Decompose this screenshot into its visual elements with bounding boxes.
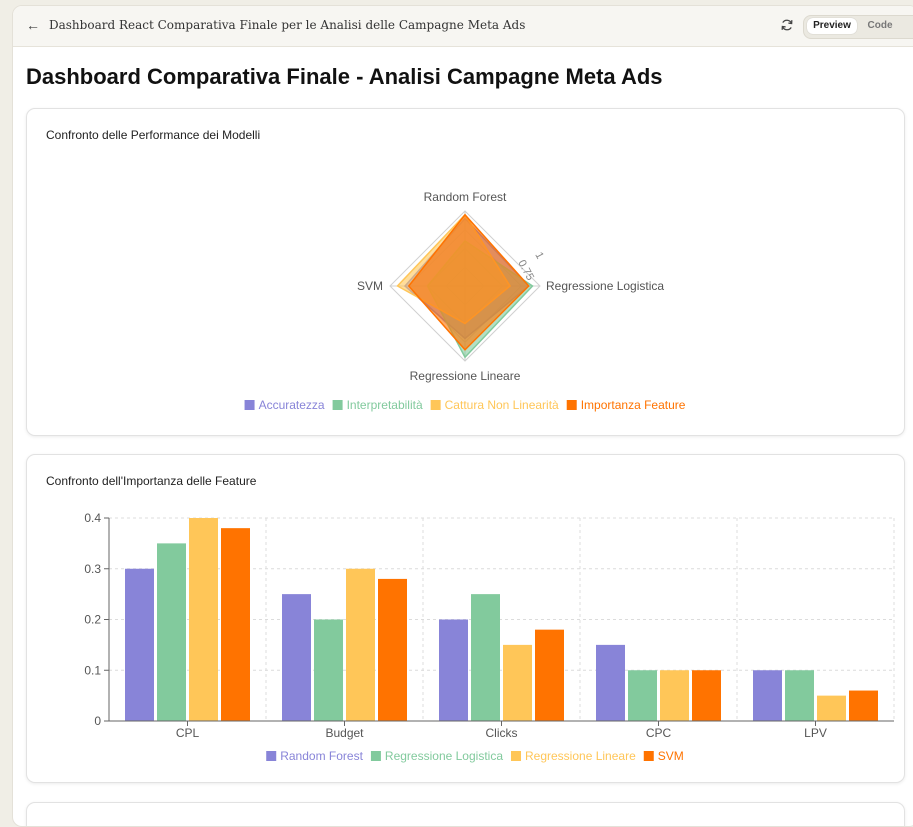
bar-lpv-svm bbox=[849, 690, 878, 721]
radar-chart-card: Confronto delle Performance dei Modelli … bbox=[26, 108, 905, 436]
bar-cpc-svm bbox=[692, 670, 721, 721]
bar-clicks-regressione-logistica bbox=[471, 594, 500, 721]
code-tab[interactable]: Code bbox=[867, 20, 893, 31]
bar-cpl-regressione-logistica bbox=[157, 543, 186, 721]
bar-legend-swatch-regressione-lineare bbox=[511, 751, 522, 761]
radar-axis-label-regressione-logistica: Regressione Logistica bbox=[546, 279, 664, 293]
radar-legend-swatch-accuratezza bbox=[244, 400, 255, 410]
bar-x-tick-label-budget: Budget bbox=[325, 726, 364, 740]
bar-clicks-regressione-lineare bbox=[503, 644, 532, 721]
radar-legend-swatch-cattura-non-linearita bbox=[430, 400, 441, 410]
radar-legend-label-importanza-feature: Importanza Feature bbox=[581, 398, 686, 412]
bar-budget-random-forest bbox=[282, 594, 311, 721]
radar-axis-label-random-forest: Random Forest bbox=[424, 190, 507, 204]
artifact-window: ← Dashboard React Comparativa Finale per… bbox=[12, 5, 913, 827]
radar-chart-title: Confronto delle Performance dei Modelli bbox=[46, 128, 261, 142]
bar-legend-label-regressione-lineare: Regressione Lineare bbox=[525, 749, 636, 763]
radar-legend: Accuratezza Interpretabilità Cattura Non L… bbox=[244, 398, 686, 412]
bar-cpc-regressione-lineare bbox=[660, 670, 689, 721]
radar-axis-label-svm: SVM bbox=[357, 279, 383, 293]
artifact-title: Dashboard React Comparativa Finale per l… bbox=[49, 18, 526, 32]
radar-series-importanza-feature bbox=[407, 213, 530, 351]
radar-legend-swatch-importanza-feature bbox=[566, 400, 577, 410]
bar-cpl-svm bbox=[221, 528, 250, 721]
bar-cpl-regressione-lineare bbox=[189, 518, 218, 721]
bar-x-tick-label-cpl: CPL bbox=[176, 726, 200, 740]
bar-legend-swatch-regressione-logistica bbox=[370, 751, 381, 761]
back-arrow-icon[interactable]: ← bbox=[26, 17, 40, 33]
bar-legend-label-regressione-logistica: Regressione Logistica bbox=[385, 749, 503, 763]
bar-x-tick-label-clicks: Clicks bbox=[486, 726, 518, 740]
bar-y-tick-label: 0.1 bbox=[84, 663, 101, 677]
bar-chart-title: Confronto dell'Importanza delle Feature bbox=[46, 474, 257, 488]
bar-chart-card: Confronto dell'Importanza delle Feature … bbox=[26, 454, 905, 783]
bar-y-tick-label: 0.2 bbox=[84, 613, 101, 627]
bar-legend-label-random-forest: Random Forest bbox=[280, 749, 363, 763]
bar-budget-regressione-logistica bbox=[314, 619, 343, 721]
bar-y-tick-label: 0.3 bbox=[84, 562, 101, 576]
bar-cpc-regressione-logistica bbox=[628, 670, 657, 721]
next-card bbox=[26, 802, 905, 826]
radar-axis-label-regressione-lineare: Regressione Lineare bbox=[410, 369, 521, 383]
bar-y-tick-label: 0 bbox=[94, 714, 101, 728]
radar-legend-label-accuratezza: Accuratezza bbox=[259, 398, 325, 412]
view-toggle: Preview Code bbox=[803, 15, 913, 39]
bar-legend-swatch-svm bbox=[643, 751, 654, 761]
preview-tab[interactable]: Preview bbox=[807, 18, 857, 34]
bar-x-tick-label-lpv: LPV bbox=[804, 726, 827, 740]
bar-legend: Random Forest Regressione Logistica Regres… bbox=[266, 749, 684, 763]
bar-clicks-random-forest bbox=[439, 619, 468, 721]
radar-legend-swatch-interpretabilita bbox=[332, 400, 343, 410]
bar-budget-svm bbox=[378, 578, 407, 721]
bar-cpc-random-forest bbox=[596, 644, 625, 721]
bar-lpv-regressione-lineare bbox=[817, 695, 846, 721]
artifact-toolbar: ← Dashboard React Comparativa Finale per… bbox=[13, 6, 913, 47]
bar-clicks-svm bbox=[535, 629, 564, 721]
page-title: Dashboard Comparativa Finale - Analisi C… bbox=[26, 64, 663, 89]
refresh-icon[interactable] bbox=[780, 18, 794, 32]
radar-legend-label-interpretabilita: Interpretabilità bbox=[347, 398, 423, 412]
radar-legend-label-cattura-non-linearita: Cattura Non Linearità bbox=[445, 398, 559, 412]
bar-x-tick-label-cpc: CPC bbox=[646, 726, 672, 740]
bar-chart: 0 0.1 0.2 0.3 0.4 CPL Budget Clicks CPC LPV Random… bbox=[84, 511, 895, 763]
radar-tick-label: 1 bbox=[532, 250, 545, 261]
bar-lpv-regressione-logistica bbox=[785, 670, 814, 721]
bar-y-tick-label: 0.4 bbox=[84, 511, 101, 525]
bar-budget-regressione-lineare bbox=[346, 568, 375, 721]
bar-legend-label-svm: SVM bbox=[658, 749, 684, 763]
bar-cpl-random-forest bbox=[125, 568, 154, 721]
bar-lpv-random-forest bbox=[753, 670, 782, 721]
bar-legend-swatch-random-forest bbox=[266, 751, 277, 761]
